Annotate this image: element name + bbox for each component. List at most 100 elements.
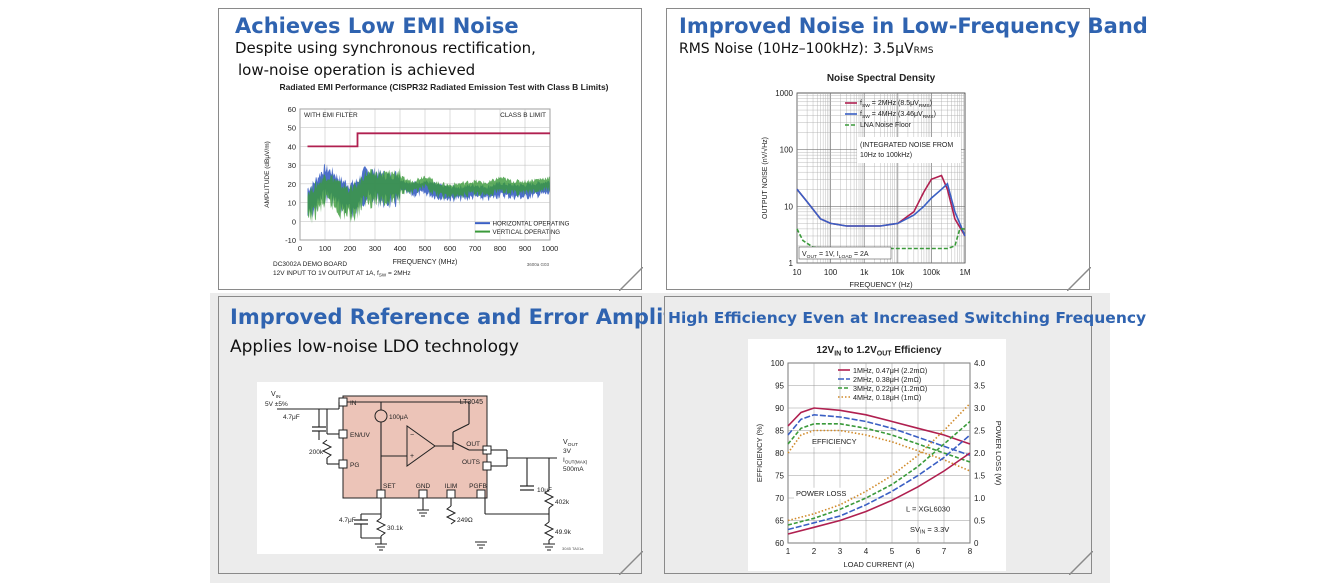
- efficiency-y2-tick-label: 2.5: [974, 427, 986, 436]
- efficiency-x-tick-label: 5: [890, 547, 895, 556]
- pin-pgfb: PGFB: [469, 483, 487, 490]
- noise-conditions-box: [798, 246, 892, 260]
- efficiency-legend-entry: 4MHz, 0.18μH (1mΩ): [853, 393, 921, 402]
- noise-series-line: [796, 228, 965, 250]
- page-curl-corner: [1069, 551, 1093, 575]
- ground-symbol: [475, 541, 487, 549]
- emi-annotation-filter: WITH EMI FILTER: [304, 112, 358, 119]
- panel-emi-title: Achieves Low EMI Noise: [235, 14, 519, 38]
- emi-y-tick-label: 20: [288, 180, 296, 189]
- emi-series-vertical: [307, 167, 550, 224]
- efficiency-y-tick-label: 85: [775, 427, 784, 436]
- page-curl-corner: [619, 267, 643, 291]
- emi-y-tick-label: 40: [288, 142, 296, 151]
- label-30k: 30.1k: [387, 525, 404, 532]
- efficiency-x-tick-label: 2: [812, 547, 817, 556]
- emi-annotation-limit: CLASS B LIMIT: [500, 112, 546, 119]
- panel-noise: Improved Noise in Low-Frequency Band RMS…: [666, 8, 1148, 291]
- pin-gnd: GND: [416, 483, 431, 490]
- ldo-circuit-diagram: LT3045 IN EN/UV PG SET GND ILIM PGFB OUT OUTS 100μ…: [257, 382, 603, 554]
- efficiency-y-tick-label: 90: [775, 404, 784, 413]
- emi-x-tick-label: 100: [319, 244, 332, 253]
- circuit-wire: [452, 423, 470, 433]
- power-loss-series-line: [787, 452, 971, 535]
- efficiency-annotation: EFFICIENCY: [812, 437, 857, 446]
- efficiency-x-axis-label: LOAD CURRENT (A): [843, 560, 915, 569]
- pin-in: IN: [350, 400, 357, 407]
- efficiency-x-tick-label: 1: [786, 547, 791, 556]
- emi-legend-vertical: VERTICAL OPERATING: [493, 229, 561, 236]
- efficiency-series-line: [787, 413, 971, 457]
- efficiency-x-tick-label: 6: [916, 547, 921, 556]
- noise-x-axis-label: FREQUENCY (Hz): [849, 280, 913, 289]
- emi-x-tick-label: 400: [394, 244, 407, 253]
- emi-y-tick-label: -10: [285, 236, 296, 245]
- efficiency-series-line: [787, 423, 971, 463]
- ic-pin: [482, 461, 492, 471]
- pin-en-uv: EN/UV: [350, 432, 371, 439]
- power-loss-series-line: [787, 420, 971, 526]
- label-figure-code: 3045 TA01a: [562, 546, 584, 551]
- resistor-200k: [321, 439, 333, 459]
- emi-y-tick-label: 30: [288, 161, 296, 170]
- noise-conditions-label: VOUT = 1V, ILOAD = 2A: [802, 251, 869, 260]
- emi-x-tick-label: 900: [519, 244, 532, 253]
- emi-chart: Radiated EMI Performance (CISPR32 Radiat…: [264, 82, 609, 278]
- page-curl-corner: [619, 551, 643, 575]
- ic-pin: [376, 489, 386, 499]
- label-cset: 4.7μF: [339, 517, 356, 524]
- label-vin-value: 5V ±5%: [265, 401, 288, 408]
- ic-pin: [338, 429, 348, 439]
- efficiency-y-tick-label: 95: [775, 382, 784, 391]
- efficiency-label-bg: [810, 436, 858, 447]
- emi-footnote-conditions: 12V INPUT TO 1V OUTPUT AT 1A, fSW = 2MHz: [273, 270, 411, 278]
- efficiency-y2-tick-label: 0.5: [974, 517, 986, 526]
- noise-chart-title: Noise Spectral Density: [827, 73, 936, 84]
- noise-x-tick-label: 1k: [860, 268, 869, 277]
- noise-y-tick-label: 10: [784, 202, 793, 211]
- label-cout: 10μF: [537, 487, 552, 494]
- power-loss-label-bg: [794, 487, 850, 499]
- noise-legend-entry: LNA Noise Floor: [860, 122, 912, 129]
- label-cin: 4.7μF: [283, 414, 300, 421]
- noise-y-axis-label: OUTPUT NOISE (nV/√Hz): [761, 137, 769, 219]
- page-curl-corner: [1067, 267, 1091, 291]
- noise-series-line: [796, 182, 966, 237]
- noise-x-tick-label: 100: [824, 268, 838, 277]
- pin-ilim: ILIM: [445, 483, 458, 490]
- emi-class-b-limit-line: [307, 132, 550, 148]
- label-vin: VIN: [271, 391, 281, 400]
- label-vout-value: 3V: [563, 448, 572, 455]
- efficiency-y2-tick-label: 1.5: [974, 472, 986, 481]
- noise-plot-frame: [796, 92, 966, 264]
- noise-x-tick-label: 1M: [959, 268, 970, 277]
- panel-reference: Improved Reference and Error Amplifier A…: [218, 296, 703, 575]
- efficiency-chart-title: 12VIN to 1.2VOUT Efficiency: [816, 345, 942, 358]
- panel-emi-line1: Despite using synchronous rectification,: [235, 39, 536, 57]
- label-vout: VOUT: [563, 439, 578, 448]
- ic-pin: [446, 489, 456, 499]
- circuit-wire: [452, 441, 470, 451]
- efficiency-legend-entry: 2MHz, 0.38μH (2mΩ): [853, 375, 921, 384]
- resistor-49k: [543, 521, 555, 541]
- efficiency-y-tick-label: 80: [775, 449, 784, 458]
- noise-y-tick-label: 1: [789, 259, 794, 268]
- power-loss-series-line: [787, 402, 971, 522]
- efficiency-y-tick-label: 70: [775, 494, 784, 503]
- noise-x-tick-label: 10k: [891, 268, 905, 277]
- emi-y-tick-label: 60: [288, 105, 296, 114]
- emi-figure-code: 3600a G03: [527, 262, 550, 267]
- emi-y-tick-label: 10: [288, 199, 296, 208]
- emi-y-tick-label: 50: [288, 124, 296, 133]
- efficiency-legend-entry: 3MHz, 0.22μH (1.2mΩ): [853, 384, 927, 393]
- ic-pin: [476, 489, 486, 499]
- panel-noise-title: Improved Noise in Low-Frequency Band: [679, 14, 1148, 38]
- emi-legend-horizontal: HORIZONTAL OPERATING: [493, 221, 570, 228]
- noise-y-tick-label: 100: [780, 146, 794, 155]
- pin-pg: PG: [350, 462, 359, 469]
- efficiency-y-tick-label: 75: [775, 472, 784, 481]
- emi-footnote-board: DC3002A DEMO BOARD: [273, 261, 347, 268]
- efficiency-y-axis-label: EFFICIENCY (%): [755, 423, 764, 482]
- efficiency-y2-tick-label: 0: [974, 539, 979, 548]
